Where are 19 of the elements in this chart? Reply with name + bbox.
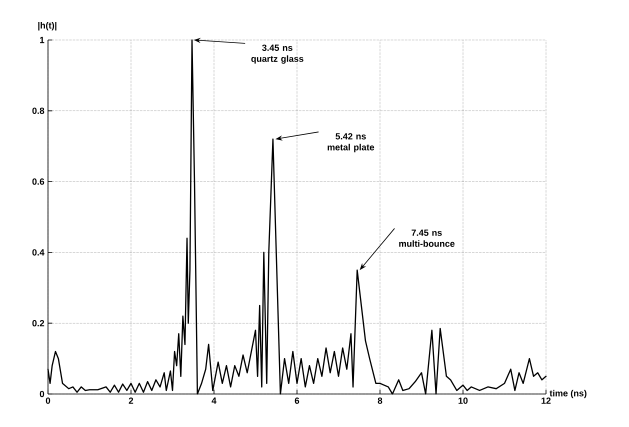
x-tick-label: 8 xyxy=(378,398,382,404)
x-tick-label: 4 xyxy=(212,398,216,404)
y-tick-label: 0.6 xyxy=(32,178,44,185)
y-axis-title: |h(t)| xyxy=(38,22,56,31)
x-tick-label: 12 xyxy=(542,398,551,404)
x-axis-title: time (ns) xyxy=(550,390,586,398)
y-tick-label: 0.8 xyxy=(32,108,44,114)
annotation: 7.45 ns multi-bounce xyxy=(399,230,455,247)
y-tick-label: 0 xyxy=(40,390,44,398)
line-series xyxy=(47,39,547,395)
y-tick-label: 0.2 xyxy=(32,320,44,326)
y-tick-label: 1 xyxy=(40,36,44,44)
x-tick-label: 10 xyxy=(458,398,468,404)
x-tick-label: 6 xyxy=(294,398,300,404)
annotation: 5.42 ns metal plate xyxy=(328,133,374,152)
x-tick-label: 0 xyxy=(46,398,50,404)
x-tick-label: 2 xyxy=(128,398,134,404)
annotation: 3.45 ns quartz glass xyxy=(251,44,304,64)
y-tick-label: 0.4 xyxy=(32,249,44,256)
